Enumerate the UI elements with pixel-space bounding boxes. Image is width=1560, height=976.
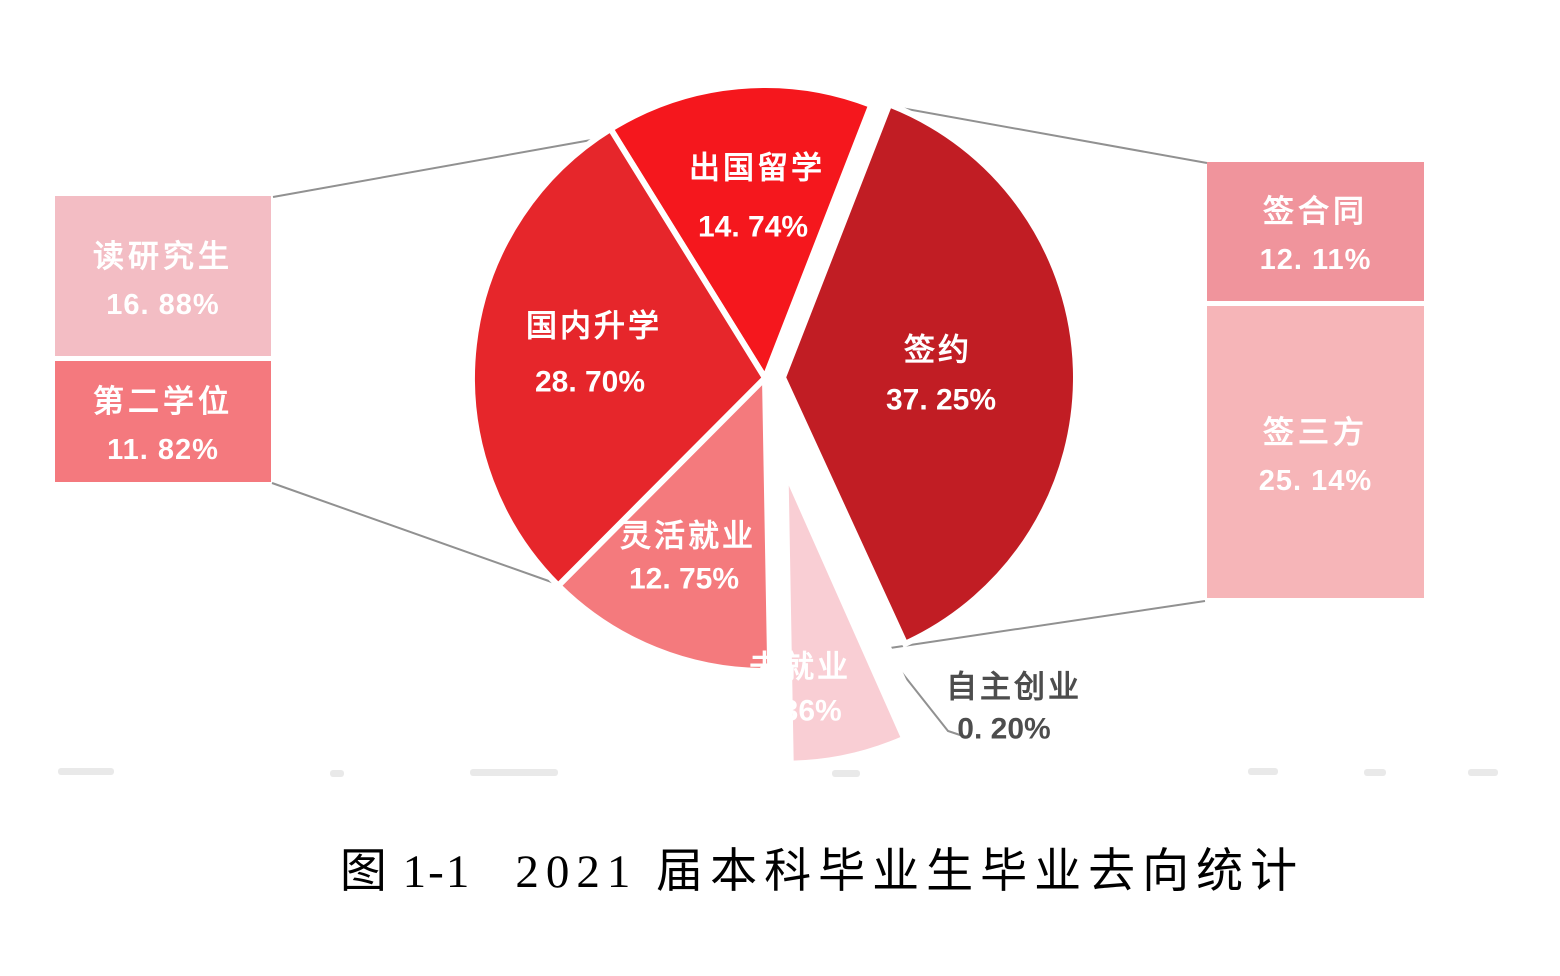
callout-box-sign-contract: 签合同 12. 11% — [1207, 162, 1424, 301]
pie-slice-pct-flexible-employment: 12. 75% — [629, 563, 739, 596]
pie-slice-study-abroad — [606, 82, 876, 385]
leader-line-domestic-further-study — [272, 136, 609, 198]
pie-slice-name-contract-signed: 签约 — [904, 333, 972, 368]
pie-chart: 出国留学 14. 74% 签约 37. 25% 自主创业 0. 20% 未就业 6. 36% 灵… — [271, 82, 1208, 767]
pie-slice-name-not-employed: 未就业 — [749, 650, 851, 685]
figure-title: 2021 届本科毕业生毕业去向统计 — [515, 846, 1305, 898]
callout-label: 读研究生 — [93, 238, 233, 274]
pie-slice-name-domestic-further-study: 国内升学 — [526, 309, 662, 344]
callout-box-tripartite: 签三方 25. 14% — [1207, 306, 1424, 598]
leader-line-domestic-further-study — [271, 482, 561, 586]
figure-number: 图 1-1 — [339, 846, 472, 898]
pie-slice-pct-study-abroad: 14. 74% — [698, 211, 808, 244]
pie-slice-name-study-abroad: 出国留学 — [689, 151, 825, 186]
pie-slice-flexible-employment — [554, 370, 774, 674]
pie-slice-pct-domestic-further-study: 28. 70% — [535, 366, 645, 399]
callout-value: 16. 88% — [106, 288, 220, 321]
leader-line-contract-signed — [889, 105, 1208, 164]
pie-slice-pct-contract-signed: 37. 25% — [886, 384, 996, 417]
pie-slice-self-employed-startup — [786, 431, 916, 705]
pie-slice-contract-signed — [779, 100, 1079, 648]
leader-line-contract-signed — [889, 600, 1206, 649]
callout-value: 11. 82% — [107, 434, 219, 466]
pie-slice-not-employed — [782, 469, 909, 767]
callout-box-graduate-school: 读研究生 16. 88% — [55, 196, 271, 356]
callout-value: 25. 14% — [1258, 464, 1373, 497]
figure-caption: 图 1-1 2021 届本科毕业生毕业去向统计 — [340, 832, 1304, 901]
leader-line-self-employed-startup — [883, 649, 964, 737]
callout-label: 签三方 — [1263, 414, 1368, 450]
callout-box-second-degree: 第二学位 11. 82% — [55, 361, 271, 482]
pie-slice-pct-not-employed: 6. 36% — [748, 695, 841, 728]
pie-slice-name-flexible-employment: 灵活就业 — [620, 519, 756, 554]
pie-slice-domestic-further-study — [469, 124, 769, 590]
callout-label: 签合同 — [1263, 194, 1368, 229]
callout-label: 第二学位 — [93, 384, 233, 419]
callout-value: 12. 11% — [1259, 244, 1372, 276]
pie-slice-name-self-employed-startup: 自主创业 — [946, 670, 1082, 705]
pie-slice-pct-self-employed-startup: 0. 20% — [957, 713, 1050, 746]
